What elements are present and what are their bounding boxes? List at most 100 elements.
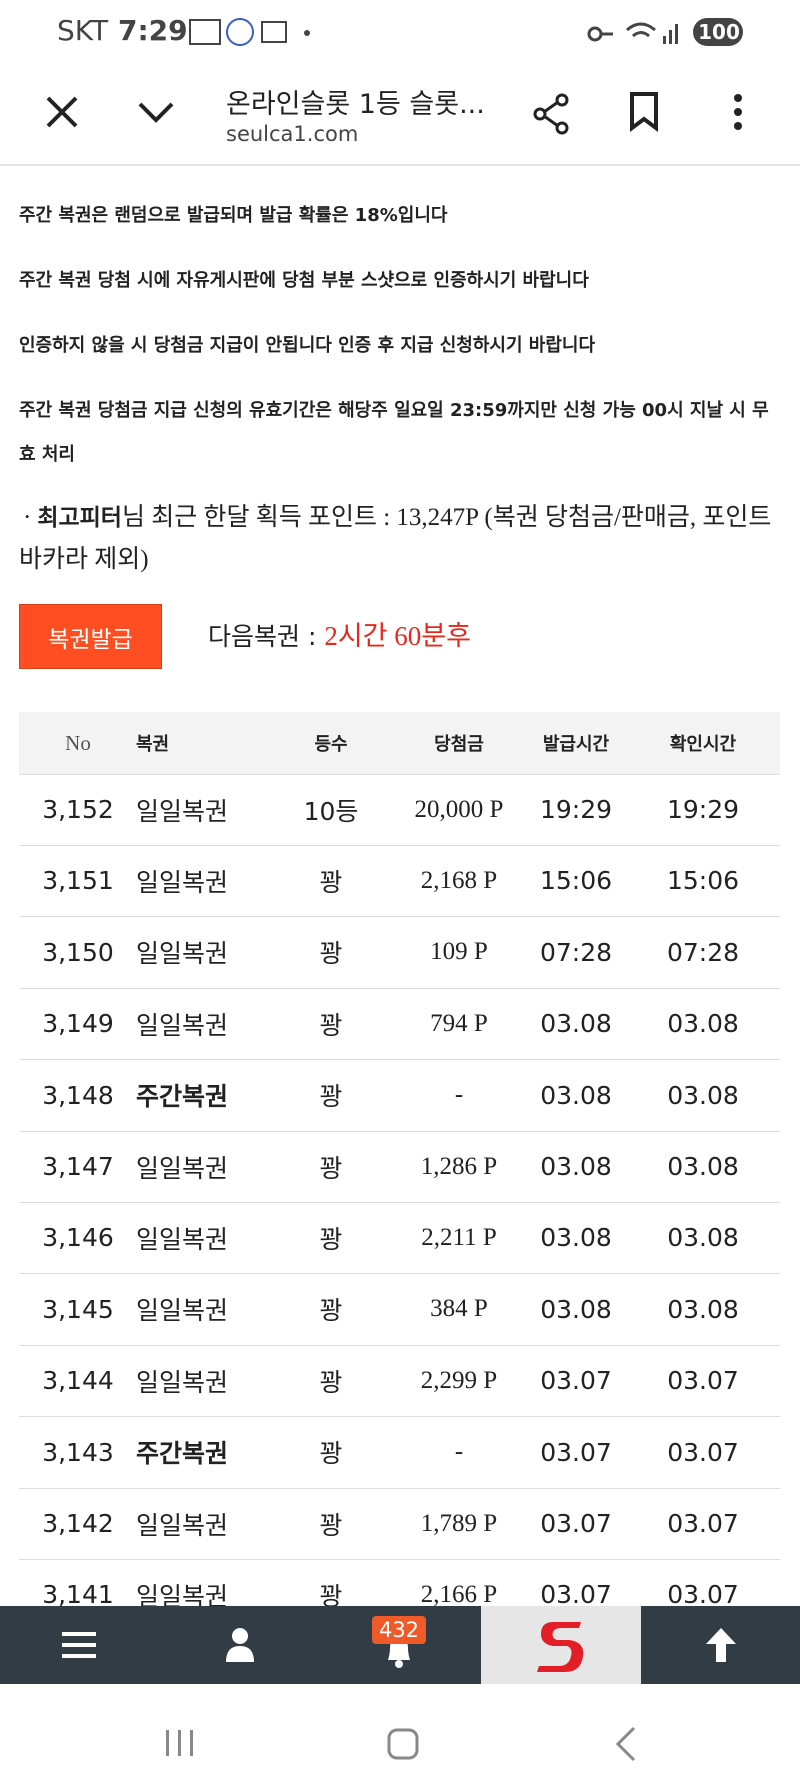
- table-cell: 03.07: [667, 1437, 739, 1467]
- table-cell: 3,141: [42, 1580, 114, 1606]
- collapse-button[interactable]: [136, 98, 176, 126]
- table-cell: 3,151: [42, 866, 114, 896]
- table-cell: 3,152: [42, 795, 114, 824]
- table-cell: 일일복권: [136, 796, 229, 826]
- status-icons: [189, 18, 310, 46]
- bullet: ·: [23, 504, 32, 531]
- lottery-table: No 복권 등수 당첨금 발급시간 확인시간 3,152 일일복권 10등 20,000 P 19:…: [19, 712, 780, 1606]
- page-url: seulca1.com: [226, 122, 359, 146]
- close-button[interactable]: [44, 94, 80, 130]
- table-cell: 03.08: [667, 1294, 739, 1324]
- table-cell: 2,211 P: [421, 1223, 497, 1251]
- table-cell: 3,142: [42, 1509, 114, 1538]
- table-cell: 3,146: [42, 1223, 114, 1253]
- table-cell: 꽝: [319, 1010, 343, 1040]
- table-cell: 03.07: [540, 1437, 612, 1467]
- time: 7:29: [118, 14, 188, 47]
- table-row: 3,149 일일복권 꽝 794 P 03.08 03.08: [19, 988, 780, 1061]
- carrier: SKT: [57, 14, 109, 47]
- header-cell: 확인시간: [669, 734, 737, 755]
- table-row: 3,144 일일복권 꽝 2,299 P 03.07 03.07: [19, 1345, 780, 1418]
- menu-button[interactable]: [732, 92, 744, 132]
- table-cell: 꽝: [319, 1581, 343, 1606]
- table-row: 3,147 일일복권 꽝 1,286 P 03.08 03.08: [19, 1131, 780, 1203]
- issue-button[interactable]: 복권발급: [19, 604, 162, 669]
- table-row: 3,145 일일복권 꽝 384 P 03.08 03.08: [19, 1274, 780, 1346]
- header-cell: 등수: [314, 734, 348, 755]
- table-cell: 03.08: [667, 1152, 739, 1181]
- table-cell: 꽝: [319, 1367, 343, 1397]
- table-cell: 일일복권: [136, 1153, 229, 1183]
- bookmark-button[interactable]: [628, 92, 660, 132]
- table-cell: 꽝: [319, 1153, 343, 1183]
- user-name: 최고피터: [37, 505, 122, 531]
- table-row: 3,148 주간복권 꽝 - 03.08 03.08: [19, 1060, 780, 1132]
- table-cell: 07:28: [539, 937, 613, 967]
- table-cell: 일일복권: [136, 1581, 229, 1606]
- table-row: 3,146 일일복권 꽝 2,211 P 03.08 03.08: [19, 1202, 780, 1275]
- page-title: 온라인슬롯 1등 슬롯...: [226, 89, 485, 120]
- next-value: 2시간 60분후: [324, 621, 471, 651]
- table-cell: 3,144: [42, 1366, 114, 1396]
- table-cell: 1,286 P: [420, 1152, 498, 1180]
- table-cell: 03.08: [540, 1080, 612, 1110]
- share-button[interactable]: [532, 92, 572, 136]
- table-row: 3,142 일일복권 꽝 1,789 P 03.07 03.07: [19, 1488, 780, 1560]
- table-cell: 03.08: [540, 1009, 612, 1039]
- nav-menu[interactable]: [62, 1630, 96, 1660]
- table-cell: 꽝: [319, 1510, 343, 1540]
- nav-logo[interactable]: [481, 1606, 641, 1684]
- table-cell: 2,166 P: [420, 1580, 498, 1606]
- header-cell: 복권: [136, 734, 170, 755]
- table-cell: 03.08: [667, 1080, 739, 1110]
- alert-badge: 432: [372, 1616, 426, 1644]
- table-cell: 03.07: [540, 1366, 612, 1396]
- table-cell: 일일복권: [136, 1296, 229, 1326]
- system-nav-icons: [166, 1726, 636, 1762]
- system-nav: [0, 1684, 800, 1778]
- table-cell: 3,148: [42, 1080, 114, 1110]
- table-cell: 3,150: [42, 937, 114, 967]
- notice: 주간 복권 당첨 시에 자유게시판에 당첨 부분 스샷으로 인증하시기 바랍니다: [19, 270, 589, 291]
- table-cell: 03.07: [667, 1366, 739, 1396]
- header-cell: 당첨금: [434, 734, 484, 755]
- table-cell: 3,147: [42, 1152, 114, 1181]
- bottom-nav: 432: [0, 1606, 800, 1684]
- table-cell: 384 P: [430, 1295, 488, 1323]
- table-row: 3,150 일일복권 꽝 109 P 07:28 07:28: [19, 917, 780, 989]
- table-row: 3,143 주간복권 꽝 - 03.07 03.07: [19, 1417, 780, 1489]
- notice: 주간 복권은 랜덤으로 발급되며 발급 확률은 18%입니다: [19, 205, 448, 226]
- next-label: 다음복권 :: [208, 622, 317, 651]
- table-cell: 03.07: [540, 1580, 612, 1606]
- table-cell: 03.07: [667, 1509, 739, 1538]
- points-info: · 최고피터님 최근 한달 획득 포인트 : 13,247P (복권 당첨금/판매…: [19, 497, 784, 581]
- table-cell: 03.07: [667, 1580, 739, 1606]
- next-lottery: 다음복권 : 2시간 60분후: [208, 612, 471, 661]
- table-cell: 03.08: [540, 1152, 612, 1181]
- table-cell: 15:06: [666, 866, 740, 896]
- notice: 주간 복권 당첨금 지급 신청의 유효기간은 해당주 일요일 23:59까지만 …: [19, 400, 769, 465]
- table-cell: 794 P: [430, 1009, 488, 1037]
- table-cell: -: [454, 1438, 464, 1466]
- table-cell: 일일복권: [136, 867, 229, 897]
- table-cell: 03.08: [540, 1223, 612, 1253]
- table-cell: 20,000 P: [414, 795, 504, 823]
- table-cell: 3,145: [42, 1294, 114, 1324]
- table-cell: 일일복권: [136, 1010, 229, 1040]
- table-cell: 꽝: [319, 939, 343, 969]
- table-row: 3,152 일일복권 10등 20,000 P 19:29 19:29: [19, 774, 780, 846]
- table-cell: 07:28: [666, 937, 740, 967]
- header-cell: No: [65, 730, 91, 755]
- browser-bar: 온라인슬롯 1등 슬롯... seulca1.com: [0, 62, 800, 166]
- nav-top[interactable]: [704, 1626, 738, 1664]
- table-cell: 109 P: [430, 938, 488, 966]
- nav-user[interactable]: [226, 1626, 254, 1664]
- status-right-icons: [587, 18, 743, 46]
- table-cell: 주간복권: [136, 1082, 229, 1112]
- table-cell: 일일복권: [136, 1367, 229, 1397]
- table-cell: 2,168 P: [420, 866, 498, 894]
- table-row: 3,151 일일복권 꽝 2,168 P 15:06 15:06: [19, 845, 780, 918]
- table-cell: 꽝: [319, 867, 343, 897]
- logo-icon: [537, 1622, 584, 1672]
